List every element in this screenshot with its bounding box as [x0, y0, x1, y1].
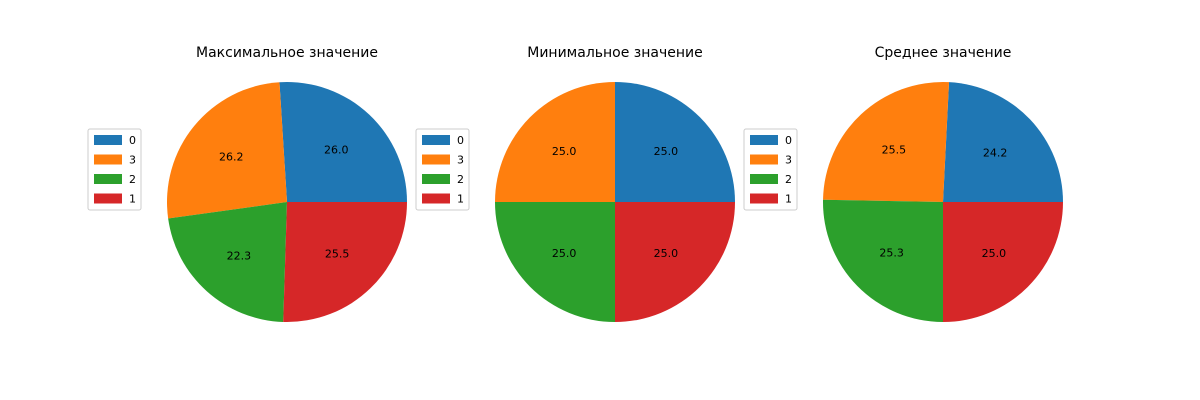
- legend-swatch: [94, 193, 122, 204]
- chart-title: Среднее значение: [875, 45, 1012, 61]
- pie-slice-3: [495, 82, 615, 202]
- slice-value-label: 25.0: [982, 247, 1007, 260]
- legend: 0 3 2 1: [415, 128, 470, 211]
- legend-swatch: [750, 174, 778, 184]
- pie-slices: [823, 82, 1063, 322]
- pie-slice-2: [168, 202, 287, 322]
- chart-title: Минимальное значение: [527, 45, 702, 61]
- slice-value-label: 26.0: [324, 144, 349, 157]
- slice-value-label: 25.0: [654, 145, 679, 158]
- pie-slice-1: [943, 202, 1063, 322]
- pie-chart-mean: Среднее значение 24.2 25.5 25.3 25.0 0 3 2 1: [743, 45, 1063, 322]
- legend: 0 3 2 1: [87, 128, 142, 211]
- legend-swatch: [750, 154, 778, 165]
- legend-swatch: [94, 135, 122, 145]
- slice-value-label: 25.0: [654, 247, 679, 260]
- legend-label: 0: [785, 134, 792, 147]
- pie-slice-1: [615, 202, 735, 322]
- slice-value-label: 25.0: [552, 247, 577, 260]
- legend-swatch: [94, 154, 122, 165]
- legend-swatch: [750, 193, 778, 204]
- legend-frame: [743, 128, 798, 211]
- slice-value-label: 25.3: [879, 246, 904, 259]
- legend-frame: [415, 128, 470, 211]
- legend-label: 2: [785, 173, 792, 186]
- pie-slice-2: [823, 199, 943, 322]
- pie-chart-min: Минимальное значение 25.0 25.0 25.0 25.0 0 3…: [415, 45, 735, 322]
- slice-labels: 25.0 25.0 25.0 25.0: [552, 145, 678, 260]
- legend-frame: [87, 128, 142, 211]
- pie-chart-max: Максимальное значение 26.0 26.2 22.3 25.5 0…: [87, 45, 408, 322]
- pie-slice-2: [495, 202, 615, 322]
- pie-slices: [167, 82, 408, 322]
- legend-label: 2: [457, 173, 464, 186]
- pie-slices: [495, 82, 735, 322]
- slice-value-label: 25.0: [552, 145, 577, 158]
- pie-slice-0: [943, 82, 1063, 202]
- pie-slice-0: [615, 82, 735, 202]
- legend-swatch: [422, 174, 450, 184]
- slice-labels: 24.2 25.5 25.3 25.0: [879, 143, 1007, 260]
- legend-label: 3: [457, 154, 464, 167]
- slice-value-label: 25.5: [882, 143, 907, 156]
- chart-title: Максимальное значение: [196, 45, 378, 61]
- slice-value-label: 26.2: [219, 150, 244, 163]
- legend-swatch: [750, 135, 778, 145]
- legend: 0 3 2 1: [743, 128, 798, 211]
- pie-slice-3: [167, 82, 287, 219]
- legend-label: 3: [129, 154, 136, 167]
- legend-swatch: [422, 154, 450, 165]
- legend-label: 1: [785, 193, 792, 206]
- pie-slice-0: [279, 82, 408, 202]
- pie-slice-1: [283, 202, 407, 322]
- legend-label: 2: [129, 173, 136, 186]
- slice-value-label: 24.2: [983, 146, 1008, 159]
- legend-label: 1: [457, 193, 464, 206]
- pie-slice-3: [823, 82, 950, 202]
- legend-label: 0: [129, 134, 136, 147]
- slice-labels: 26.0 26.2 22.3 25.5: [219, 144, 349, 263]
- legend-label: 0: [457, 134, 464, 147]
- slice-value-label: 22.3: [227, 250, 252, 263]
- legend-swatch: [422, 135, 450, 145]
- legend-swatch: [94, 174, 122, 184]
- legend-label: 3: [785, 154, 792, 167]
- legend-swatch: [422, 193, 450, 204]
- legend-label: 1: [129, 193, 136, 206]
- slice-value-label: 25.5: [325, 248, 350, 261]
